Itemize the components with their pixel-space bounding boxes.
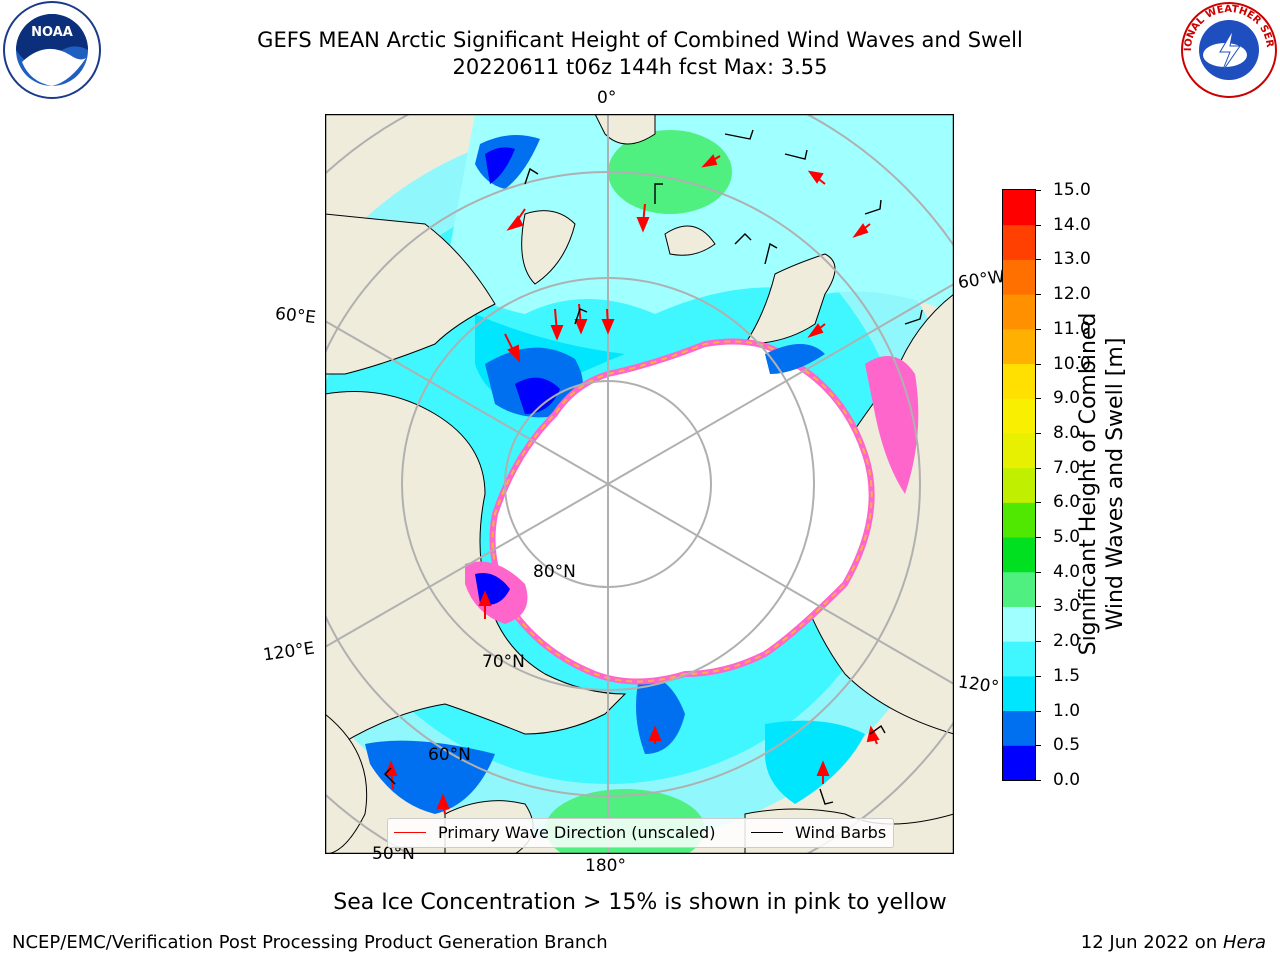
- colorbar-tick-mark: [1035, 606, 1041, 608]
- colorbar-tick-label: 5.0: [1053, 527, 1081, 548]
- colorbar-tick-mark: [1035, 398, 1041, 400]
- wind-barbs: [384, 129, 923, 805]
- colorbar-label-line2: Wind Waves and Swell [m]: [1103, 337, 1128, 631]
- colorbar-tick-label: 15.0: [1053, 180, 1091, 200]
- colorbar-bin: [1003, 398, 1035, 434]
- wave-direction-arrows: [384, 154, 880, 815]
- wave-direction-swatch: [394, 832, 426, 833]
- colorbar-bin: [1003, 190, 1035, 226]
- greenland-land: [744, 253, 836, 345]
- colorbar-bin: [1003, 432, 1035, 469]
- scandinavia-land: [521, 210, 576, 285]
- map-legend: Primary Wave Direction (unscaled) Wind B…: [387, 818, 894, 848]
- colorbar-bin: [1003, 294, 1035, 330]
- legend-wave-direction: Primary Wave Direction (unscaled): [438, 823, 716, 842]
- colorbar-bin: [1003, 363, 1035, 399]
- colorbar-tick-mark: [1035, 467, 1041, 469]
- colorbar-tick-mark: [1035, 432, 1041, 434]
- meridian-label-0: 0°: [597, 88, 617, 108]
- parallel-label-70n: 70°N: [482, 652, 525, 672]
- colorbar-tick-mark: [1035, 745, 1041, 747]
- colorbar-tick-label: 1.5: [1053, 665, 1081, 686]
- colorbar-tick-mark: [1035, 294, 1041, 296]
- wave-max-atlantic: [608, 130, 732, 214]
- noaa-logo-text: NOAA: [31, 25, 73, 40]
- footer-date: 12 Jun 2022 on Hera: [1081, 932, 1266, 953]
- colorbar-tick-label: 10.0: [1053, 353, 1091, 374]
- colorbar-tick-mark: [1035, 780, 1041, 781]
- colorbar-tick-mark: [1035, 259, 1041, 261]
- footer-credit: NCEP/EMC/Verification Post Processing Pr…: [12, 932, 608, 953]
- colorbar-bin: [1003, 259, 1035, 295]
- colorbar-bin: [1003, 467, 1035, 503]
- sea-ice-note: Sea Ice Concentration > 15% is shown in …: [333, 890, 947, 915]
- colorbar-bin: [1003, 710, 1035, 746]
- colorbar-tick-label: 9.0: [1053, 388, 1081, 409]
- colorbar-tick-mark: [1035, 190, 1041, 191]
- nws-logo: NATIONAL WEATHER SERVICE: [1174, 0, 1280, 100]
- map-subtitle: 20220611 t06z 144h fcst Max: 3.55: [452, 55, 828, 79]
- colorbar: [1002, 189, 1036, 781]
- colorbar-tick-label: 1.0: [1053, 700, 1081, 721]
- meridian-label-60w: 60°W: [956, 266, 1007, 294]
- parallel-label-80n: 80°N: [533, 562, 576, 582]
- colorbar-tick-mark: [1035, 537, 1041, 539]
- colorbar-tick-label: 14.0: [1053, 214, 1091, 235]
- footer-date-text: 12 Jun 2022 on: [1080, 932, 1223, 953]
- colorbar-tick-mark: [1035, 675, 1041, 677]
- colorbar-tick-mark: [1035, 363, 1041, 365]
- colorbar-tick-label: 3.0: [1053, 596, 1081, 617]
- colorbar-bin: [1003, 537, 1035, 573]
- colorbar-tick-mark: [1035, 328, 1041, 330]
- colorbar-tick-label: 12.0: [1053, 284, 1091, 305]
- colorbar-tick-mark: [1035, 641, 1041, 643]
- colorbar-tick-label: 4.0: [1053, 561, 1081, 582]
- colorbar-tick-label: 11.0: [1053, 318, 1091, 339]
- colorbar-bin: [1003, 641, 1035, 677]
- bering-strait: [636, 674, 685, 754]
- parallel-label-50n: 50°N: [372, 844, 415, 864]
- colorbar-bins: [1003, 190, 1035, 781]
- colorbar-tick-mark: [1035, 224, 1041, 226]
- parallel-label-60n: 60°N: [428, 745, 471, 765]
- colorbar-bin: [1003, 675, 1035, 712]
- colorbar-tick-label: 2.0: [1053, 631, 1081, 652]
- map-title: GEFS MEAN Arctic Significant Height of C…: [257, 28, 1023, 52]
- colorbar-bin: [1003, 328, 1035, 365]
- colorbar-tick-label: 13.0: [1053, 249, 1091, 270]
- colorbar-tick-mark: [1035, 502, 1041, 504]
- colorbar-tick-label: 0.0: [1053, 770, 1081, 790]
- colorbar-bin: [1003, 571, 1035, 607]
- meridian-label-120e: 120°E: [261, 638, 316, 666]
- colorbar-label-line1: Significant Height of Combined: [1076, 312, 1101, 656]
- colorbar-tick-mark: [1035, 571, 1041, 573]
- footer-host: Hera: [1222, 932, 1266, 953]
- colorbar-tick-label: 0.5: [1053, 735, 1081, 756]
- graticule: [325, 114, 954, 854]
- iceland-land: [664, 225, 716, 256]
- colorbar-tick-label: 6.0: [1053, 492, 1081, 513]
- colorbar-bin: [1003, 606, 1035, 642]
- legend-wind-barbs: Wind Barbs: [795, 823, 887, 842]
- colorbar-bin: [1003, 745, 1035, 781]
- colorbar-bin: [1003, 502, 1035, 538]
- meridian-label-120w: 120°: [956, 672, 1001, 698]
- colorbar-tick-label: 7.0: [1053, 457, 1081, 478]
- meridian-label-60e: 60°E: [274, 303, 317, 329]
- arctic-wave-map: [324, 113, 955, 855]
- colorbar-tick-label: 8.0: [1053, 422, 1081, 443]
- wind-barb-swatch: [751, 832, 783, 833]
- colorbar-bin: [1003, 224, 1035, 260]
- gulf-of-alaska: [765, 720, 865, 804]
- noaa-logo: NOAA: [0, 0, 105, 100]
- colorbar-tick-mark: [1035, 710, 1041, 712]
- meridian-label-180: 180°: [585, 856, 626, 876]
